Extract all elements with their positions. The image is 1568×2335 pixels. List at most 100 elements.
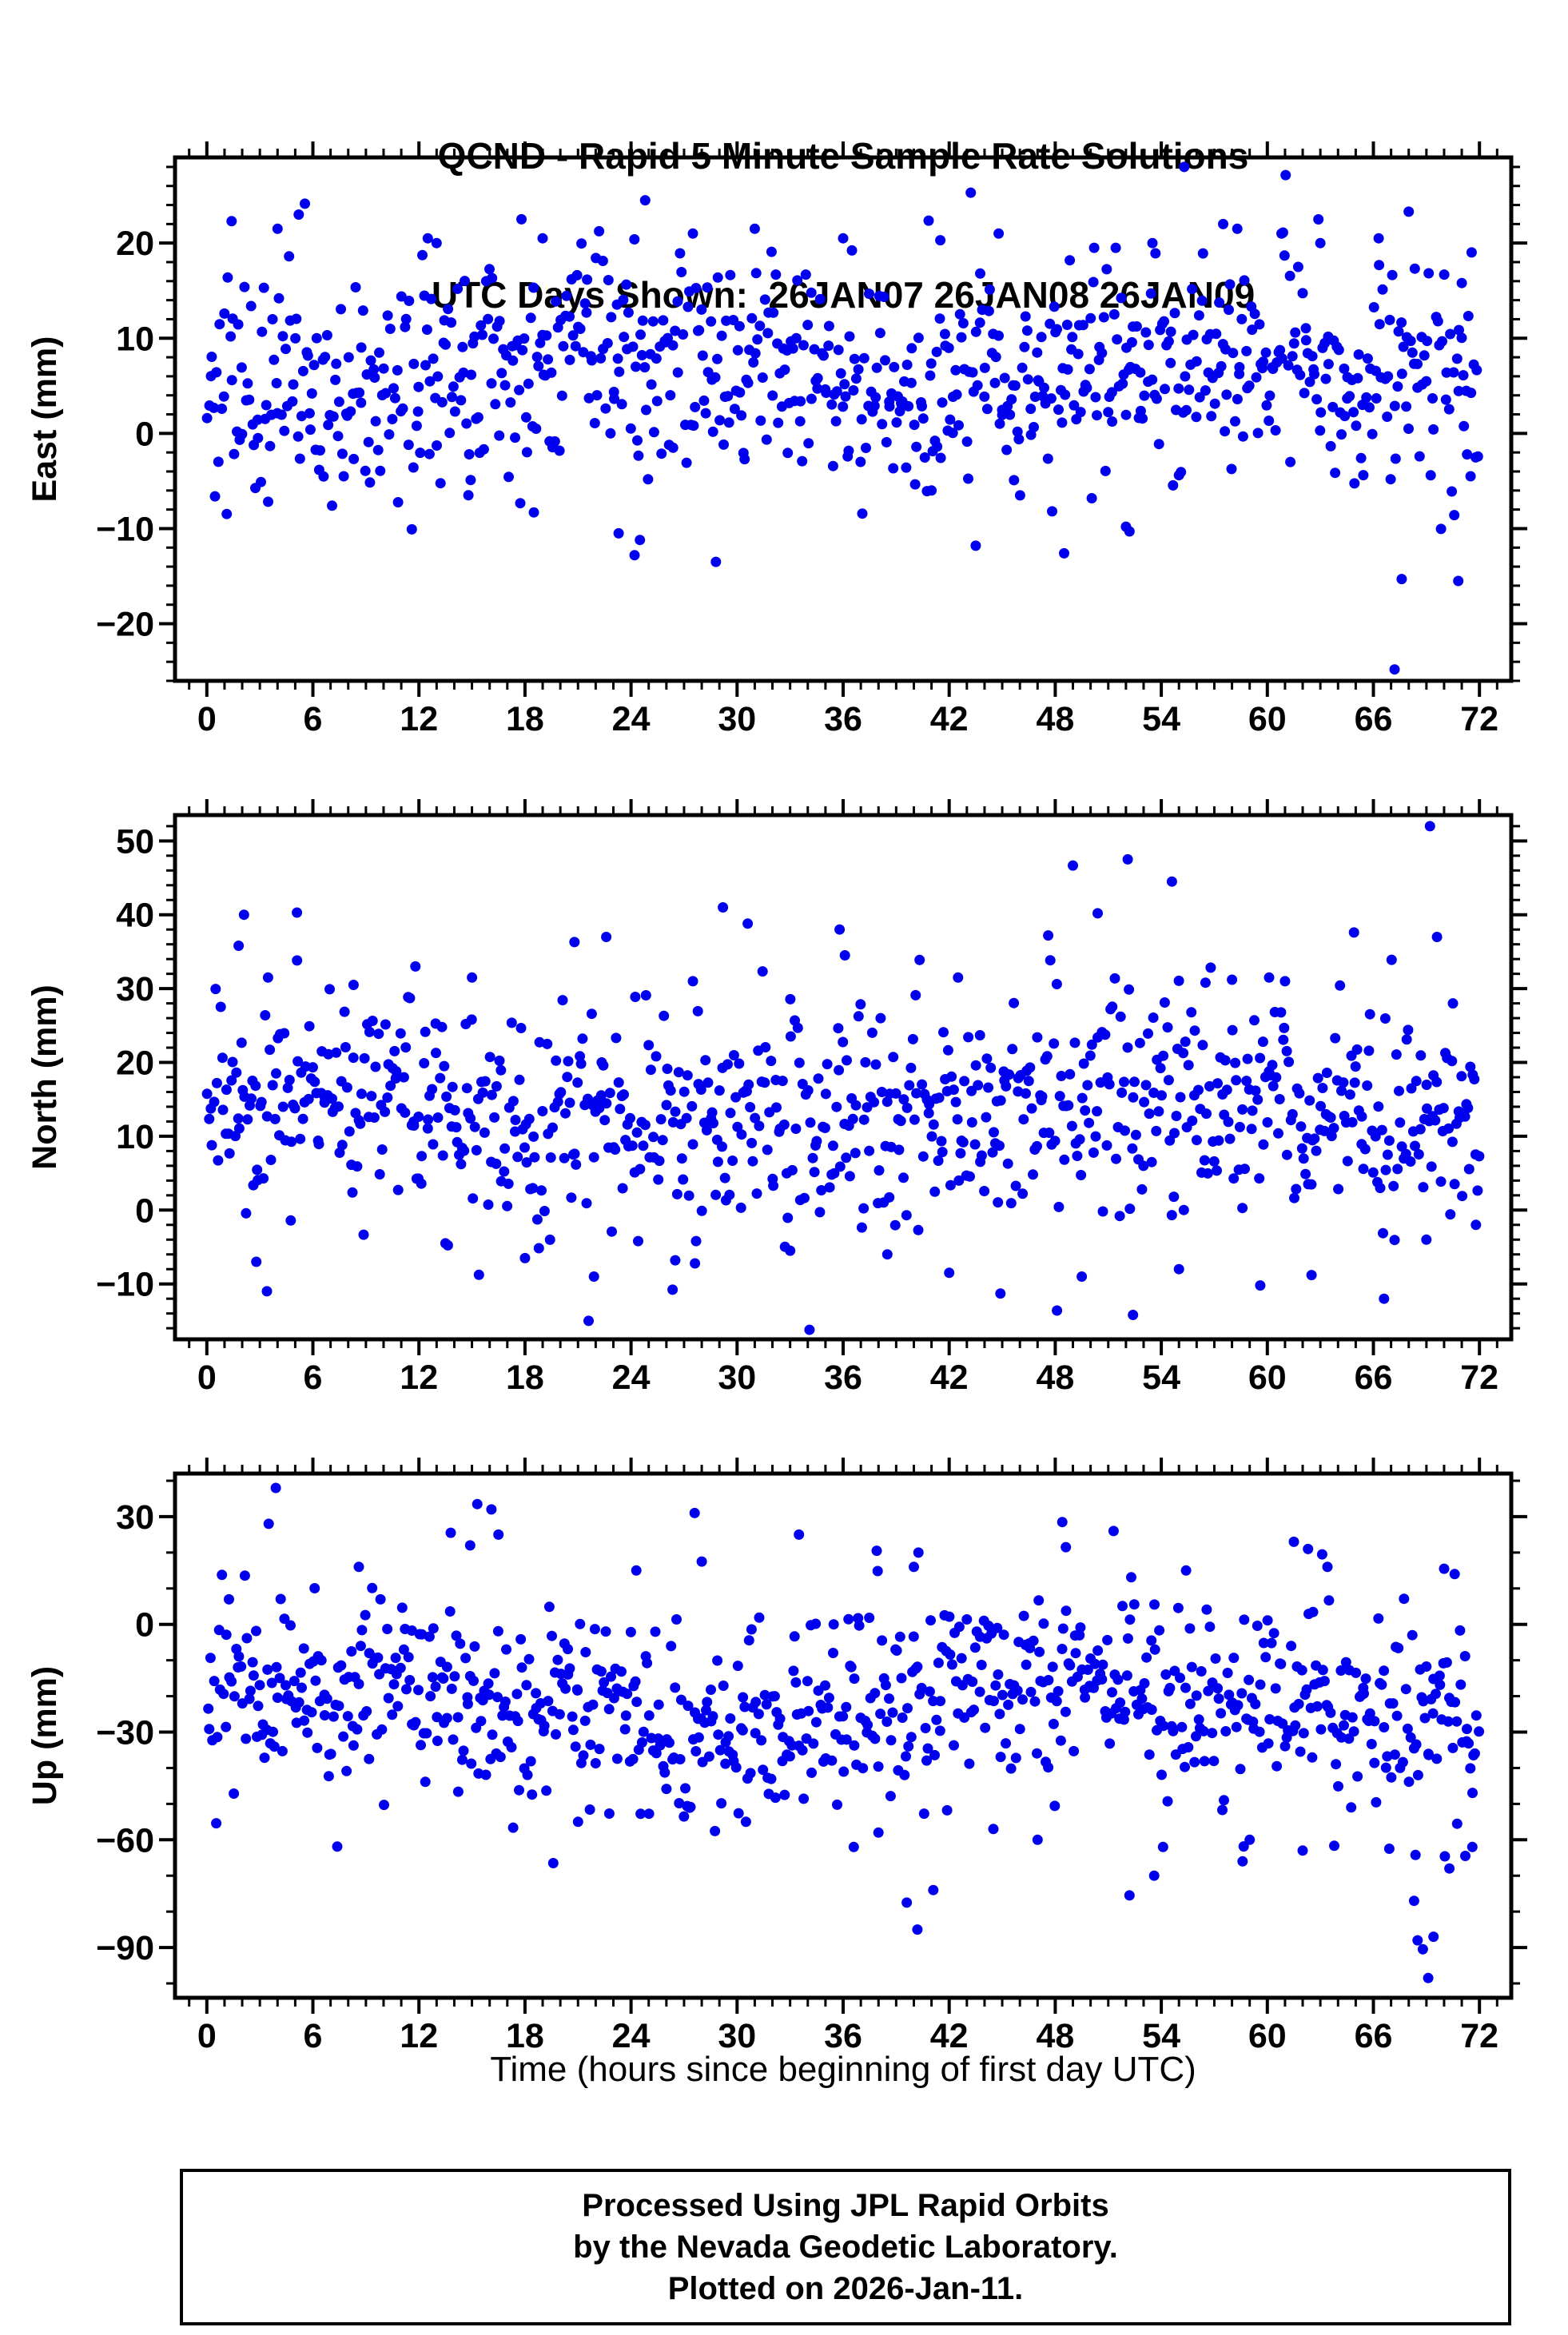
data-point bbox=[1351, 420, 1362, 432]
data-point bbox=[1387, 1698, 1399, 1709]
data-point bbox=[1421, 1661, 1432, 1672]
data-point bbox=[1283, 360, 1294, 371]
data-point bbox=[1021, 1088, 1031, 1099]
data-point bbox=[718, 1681, 729, 1691]
data-point bbox=[1074, 1134, 1085, 1145]
data-point bbox=[1029, 422, 1039, 432]
data-point bbox=[1295, 1121, 1307, 1132]
data-point bbox=[1471, 364, 1482, 376]
data-point bbox=[1380, 1762, 1391, 1773]
data-point bbox=[1154, 1625, 1165, 1636]
data-point bbox=[1057, 1517, 1068, 1528]
data-point bbox=[1298, 1728, 1309, 1739]
data-point bbox=[979, 362, 990, 373]
data-point bbox=[701, 1705, 711, 1716]
data-point bbox=[1470, 1219, 1482, 1231]
data-point bbox=[969, 1642, 981, 1653]
data-point bbox=[663, 332, 673, 344]
data-point bbox=[1290, 1720, 1301, 1731]
x-tick-label: 18 bbox=[506, 1358, 544, 1397]
data-point bbox=[395, 1662, 406, 1673]
data-point bbox=[759, 294, 770, 305]
data-point bbox=[492, 1692, 503, 1703]
data-point bbox=[1114, 1211, 1125, 1222]
data-point bbox=[567, 330, 579, 341]
data-point bbox=[589, 418, 600, 428]
data-point bbox=[239, 281, 250, 292]
data-point bbox=[631, 1127, 643, 1138]
data-point bbox=[1247, 1105, 1258, 1116]
data-point bbox=[286, 1136, 297, 1148]
data-point bbox=[1431, 1076, 1443, 1088]
data-point bbox=[311, 332, 322, 344]
data-point bbox=[659, 1010, 670, 1021]
data-point bbox=[1100, 1029, 1111, 1040]
data-point bbox=[905, 377, 917, 388]
data-point bbox=[967, 367, 978, 378]
data-point bbox=[853, 364, 864, 375]
data-point bbox=[595, 1666, 607, 1677]
data-point bbox=[933, 1156, 944, 1166]
data-point bbox=[350, 282, 361, 292]
data-point bbox=[297, 365, 308, 376]
east-frame bbox=[173, 155, 1514, 683]
data-point bbox=[1165, 357, 1176, 368]
data-point bbox=[221, 1721, 232, 1732]
data-point bbox=[567, 1711, 578, 1722]
data-point bbox=[575, 324, 586, 334]
data-point bbox=[293, 431, 304, 442]
data-point bbox=[1139, 1096, 1150, 1108]
data-point bbox=[814, 293, 826, 304]
data-point bbox=[877, 1635, 888, 1646]
data-point bbox=[1333, 344, 1344, 356]
data-point bbox=[469, 1641, 480, 1652]
data-point bbox=[284, 251, 295, 262]
data-point bbox=[347, 1187, 358, 1198]
x-tick-label: 60 bbox=[1248, 1358, 1287, 1397]
data-point bbox=[952, 1114, 963, 1125]
data-point bbox=[1279, 1022, 1290, 1033]
data-point bbox=[253, 432, 264, 444]
data-point bbox=[495, 1064, 507, 1076]
data-point bbox=[572, 1816, 583, 1828]
data-point bbox=[519, 333, 530, 344]
x-tick-label: 54 bbox=[1142, 2017, 1180, 2055]
data-point bbox=[226, 216, 237, 227]
data-point bbox=[750, 268, 762, 279]
data-point bbox=[464, 449, 475, 459]
data-point bbox=[961, 436, 973, 448]
data-point bbox=[1348, 927, 1359, 938]
data-point bbox=[928, 1884, 939, 1895]
x-tick-label: 6 bbox=[304, 2017, 323, 2055]
data-point bbox=[1232, 1700, 1244, 1711]
data-point bbox=[543, 1601, 555, 1613]
data-point bbox=[1336, 1085, 1347, 1096]
data-point bbox=[493, 1529, 504, 1540]
data-point bbox=[717, 1141, 727, 1152]
data-point bbox=[1068, 860, 1078, 871]
data-point bbox=[404, 992, 416, 1004]
data-point bbox=[935, 452, 946, 463]
data-point bbox=[238, 909, 249, 921]
data-point bbox=[1059, 547, 1069, 559]
data-point bbox=[1304, 1095, 1315, 1106]
data-point bbox=[803, 438, 814, 449]
data-point bbox=[1131, 321, 1142, 332]
data-point bbox=[293, 1056, 304, 1067]
data-point bbox=[1004, 1069, 1015, 1080]
data-point bbox=[388, 383, 399, 394]
data-point bbox=[1148, 1012, 1159, 1023]
data-point bbox=[1383, 1844, 1395, 1854]
data-point bbox=[463, 490, 474, 501]
data-point bbox=[354, 387, 365, 398]
data-point bbox=[1018, 1114, 1029, 1125]
data-point bbox=[569, 1148, 580, 1160]
y-tick-label: 10 bbox=[116, 320, 154, 358]
data-point bbox=[583, 392, 595, 404]
data-point bbox=[850, 1148, 861, 1159]
data-point bbox=[941, 1804, 953, 1816]
data-point bbox=[1453, 385, 1464, 396]
data-point bbox=[1463, 1738, 1474, 1749]
data-point bbox=[804, 1324, 815, 1335]
data-point bbox=[700, 1055, 711, 1066]
